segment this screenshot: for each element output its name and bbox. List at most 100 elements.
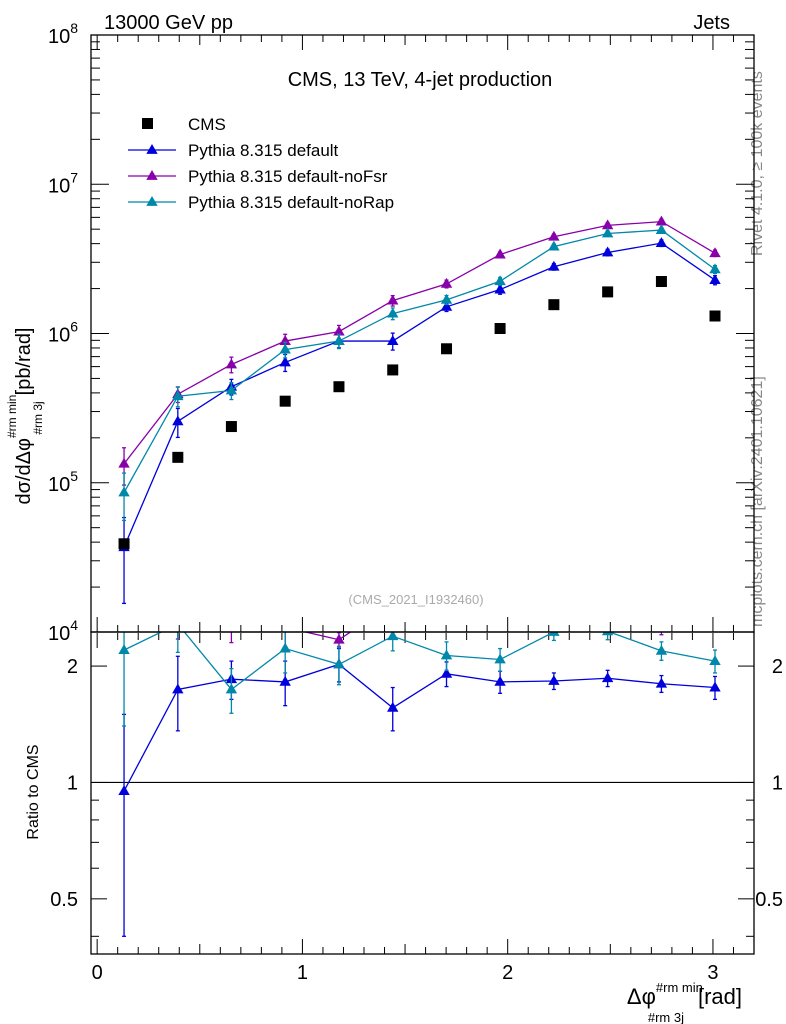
data-point-cms xyxy=(333,381,345,393)
y-tick-label: 107 xyxy=(48,169,78,197)
ratio-point-2 xyxy=(548,632,560,636)
ratio-y-tick-label-right: 1 xyxy=(772,772,783,794)
ratio-point-1 xyxy=(279,621,290,631)
ratio-point-2 xyxy=(709,655,721,666)
series-point-1 xyxy=(387,294,399,305)
series-point-2 xyxy=(333,335,345,345)
ratio-y-tick-label: 1 xyxy=(67,772,78,794)
y-axis-label: dσ/dΔφ#rm min #rm 3j [pb/rad] xyxy=(5,328,45,505)
x-label-main: Δφ xyxy=(627,984,656,1009)
legend-marker-1 xyxy=(146,170,158,180)
ratio-point-2 xyxy=(440,649,453,660)
ratio-point-1 xyxy=(494,585,505,595)
data-point-cms xyxy=(279,395,291,407)
data-point-cms xyxy=(387,364,399,376)
series-point-1 xyxy=(601,219,614,230)
ratio-line-2 xyxy=(123,632,716,691)
legend-label-1: Pythia 8.315 default-noFsr xyxy=(188,167,388,186)
ratio-y-tick-label: 0.5 xyxy=(50,889,78,911)
y-tick-label: 106 xyxy=(48,319,78,347)
ratio-point-1 xyxy=(656,621,667,631)
ratio-point-0 xyxy=(548,674,560,685)
ratio-point-0 xyxy=(279,675,291,686)
y-label-unit: [pb/rad] xyxy=(13,328,35,396)
ratio-series-layer xyxy=(118,585,721,937)
data-point-cms xyxy=(118,538,130,550)
rivet-label: Rivet 4.1.0, ≥ 100k events xyxy=(749,71,766,256)
series-point-1 xyxy=(440,277,453,288)
series-point-0 xyxy=(279,356,291,367)
series-point-1 xyxy=(548,230,560,241)
ratio-point-2 xyxy=(601,632,614,636)
series-point-2 xyxy=(387,307,399,318)
main-series-layer xyxy=(118,215,721,605)
ratio-point-2 xyxy=(279,642,291,653)
ratio-point-0 xyxy=(494,675,506,686)
y-tick-label: 105 xyxy=(48,468,78,496)
data-point-cms xyxy=(172,451,184,463)
series-point-1 xyxy=(333,325,345,336)
data-point-cms xyxy=(655,276,667,288)
y-label-sup: #rm min xyxy=(5,395,19,438)
ratio-point-2 xyxy=(494,653,506,664)
ratio-y-tick-label-right: 2 xyxy=(772,656,783,678)
x-tick-label: 0 xyxy=(92,962,103,984)
data-point-cms xyxy=(602,286,614,298)
ratio-line-1 xyxy=(302,632,352,641)
series-point-1 xyxy=(655,215,668,226)
axis-ticks: 0 1 2 3 104 105 106 107 108 0.5 0.5 1 1 2 2 xyxy=(48,20,783,984)
ratio-point-1 xyxy=(602,604,613,614)
series-point-2 xyxy=(709,263,721,274)
series-point-0 xyxy=(172,415,184,426)
analysis-watermark: (CMS_2021_I1932460) xyxy=(348,592,483,607)
ratio-point-1 xyxy=(441,608,452,618)
series-point-0 xyxy=(494,283,506,294)
legend-marker-2 xyxy=(146,196,158,206)
series-point-1 xyxy=(225,358,238,369)
data-point-cms xyxy=(225,421,237,433)
series-line-2 xyxy=(123,229,716,493)
series-point-1 xyxy=(279,335,291,345)
x-tick-label: 1 xyxy=(297,962,308,984)
svg-text:dσ/dΔφ#rm min#rm 3j[pb/rad]: dσ/dΔφ#rm min #rm 3j [pb/rad] xyxy=(5,328,45,505)
ratio-point-0 xyxy=(655,677,668,688)
ratio-point-1 xyxy=(333,633,345,644)
series-point-1 xyxy=(118,457,130,468)
ratio-panel-frame xyxy=(90,631,755,955)
data-point-cms xyxy=(548,299,560,311)
legend-marker-0 xyxy=(146,144,158,154)
x-label-unit: [rad] xyxy=(698,984,742,1009)
series-point-1 xyxy=(709,247,721,258)
series-line-0 xyxy=(123,242,716,548)
y-tick-label: 108 xyxy=(48,20,78,48)
data-point-cms xyxy=(441,343,453,355)
ratio-point-1 xyxy=(226,616,237,626)
series-point-2 xyxy=(118,486,130,497)
ratio-point-0 xyxy=(440,667,453,678)
mcplots-label: mcplots.cern.ch [arXiv:2401.10621] xyxy=(749,376,766,627)
series-point-0 xyxy=(387,335,399,345)
ratio-point-0 xyxy=(172,683,184,694)
x-tick-label: 3 xyxy=(707,962,718,984)
y-label-main: dσ/dΔφ xyxy=(13,438,35,505)
x-tick-label: 2 xyxy=(502,962,513,984)
series-point-2 xyxy=(440,293,453,304)
y-label-sub: #rm 3j xyxy=(31,401,45,434)
ratio-point-2 xyxy=(172,618,183,628)
series-point-2 xyxy=(225,384,238,395)
legend-marker-cms xyxy=(142,118,153,129)
x-label-sup: #rm min xyxy=(656,980,703,995)
ratio-point-2 xyxy=(225,683,238,694)
ratio-y-tick-label: 2 xyxy=(67,656,78,678)
ratio-point-2 xyxy=(118,644,130,654)
ratio-y-label: Ratio to CMS xyxy=(25,744,42,839)
ratio-y-tick-label-right: 0.5 xyxy=(755,889,783,911)
series-point-0 xyxy=(440,300,453,311)
ratio-point-2 xyxy=(387,632,399,641)
ratio-point-0 xyxy=(387,701,399,712)
data-point-cms xyxy=(494,323,506,335)
series-point-0 xyxy=(601,246,614,257)
ratio-point-2 xyxy=(333,658,345,669)
legend: CMS Pythia 8.315 default Pythia 8.315 defa… xyxy=(128,115,394,212)
series-point-0 xyxy=(655,237,668,248)
